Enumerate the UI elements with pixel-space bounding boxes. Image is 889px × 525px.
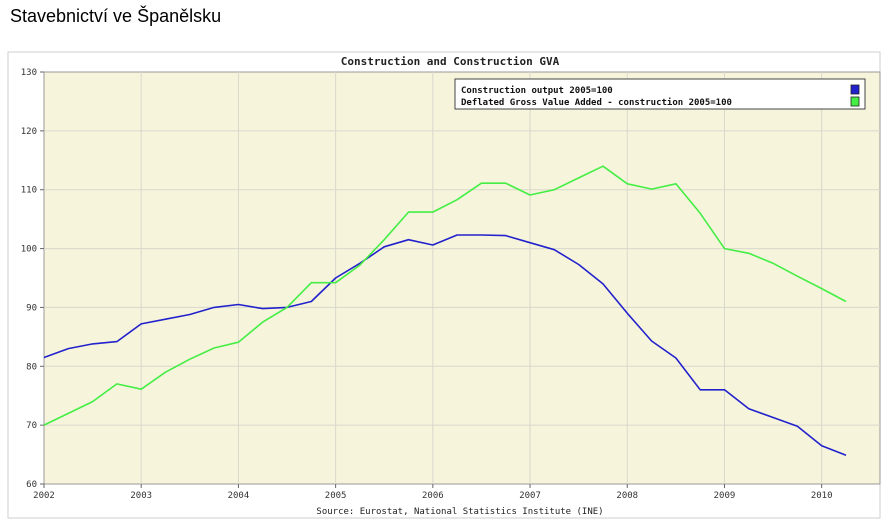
grid-lines: [44, 72, 880, 484]
y-tick-label: 120: [21, 127, 37, 137]
y-tick-label: 80: [26, 362, 37, 372]
y-tick-label: 110: [21, 186, 37, 196]
x-tick-label: 2010: [811, 491, 833, 501]
legend-swatch-1: [850, 84, 860, 95]
x-tick-label: 2008: [616, 491, 638, 501]
chart-frame: [7, 51, 881, 519]
x-tick-label: 2009: [714, 491, 736, 501]
chart-source: Source: Eurostat, National Statistics In…: [316, 507, 603, 517]
page-heading: Stavebnictví ve Španělsku: [10, 6, 222, 26]
y-tick-label: 70: [26, 421, 37, 431]
x-tick-label: 2004: [228, 491, 250, 501]
x-tick-label: 2007: [519, 491, 541, 501]
legend-label-2: Deflated Gross Value Added - constructio…: [461, 97, 732, 108]
chart-title: Construction and Construction GVA: [341, 55, 560, 68]
y-tick-label: 90: [26, 303, 37, 313]
legend-label-1: Construction output 2005=100: [461, 85, 613, 96]
legend-box: [454, 78, 866, 110]
x-tick-label: 2005: [325, 491, 347, 501]
x-tick-label: 2002: [33, 491, 55, 501]
y-tick-label: 130: [21, 68, 37, 78]
x-tick-label: 2003: [130, 491, 152, 501]
legend-swatch-2: [850, 96, 860, 107]
series-lines: [43, 165, 847, 456]
plot-area: [43, 71, 881, 485]
x-tick-label: 2006: [422, 491, 444, 501]
axes: 60 70 80 90 100 110 120 130 2002 2003 2004 2005 2006…: [21, 68, 833, 501]
series-line-2: [43, 165, 847, 426]
series-line-1: [43, 234, 847, 456]
y-tick-label: 60: [26, 480, 37, 490]
y-tick-label: 100: [21, 245, 37, 255]
